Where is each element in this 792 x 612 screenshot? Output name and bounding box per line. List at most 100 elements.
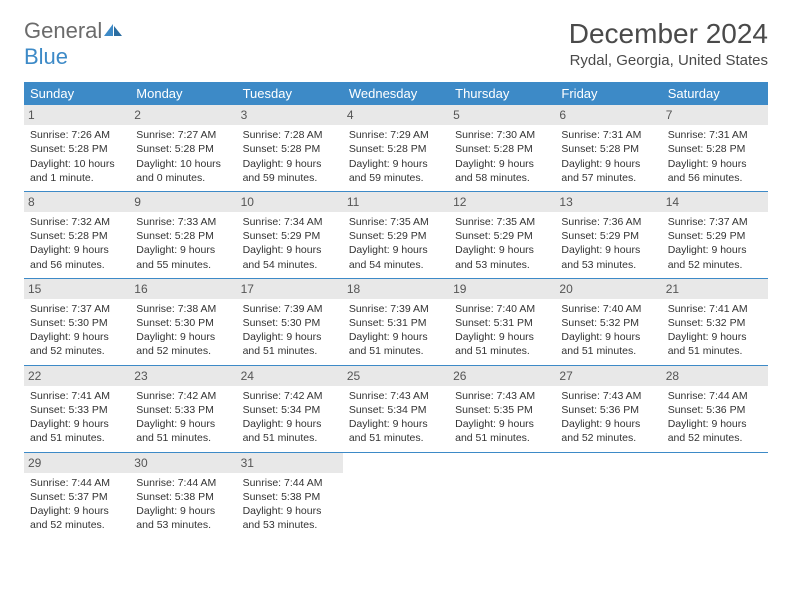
calendar-day-cell: 19Sunrise: 7:40 AMSunset: 5:31 PMDayligh…	[449, 278, 555, 365]
calendar-day-cell: 16Sunrise: 7:38 AMSunset: 5:30 PMDayligh…	[130, 278, 236, 365]
calendar-day-cell: 22Sunrise: 7:41 AMSunset: 5:33 PMDayligh…	[24, 365, 130, 452]
sunset-text: Sunset: 5:38 PM	[243, 490, 337, 504]
day-number: 11	[343, 192, 449, 212]
daylight-text: Daylight: 9 hours and 51 minutes.	[243, 330, 337, 358]
sunrise-text: Sunrise: 7:31 AM	[668, 128, 762, 142]
sunset-text: Sunset: 5:28 PM	[349, 142, 443, 156]
sunrise-text: Sunrise: 7:26 AM	[30, 128, 124, 142]
logo-blue-text: Blue	[24, 44, 68, 69]
daylight-text: Daylight: 9 hours and 51 minutes.	[136, 417, 230, 445]
daylight-text: Daylight: 9 hours and 52 minutes.	[30, 330, 124, 358]
calendar-week-row: 1Sunrise: 7:26 AMSunset: 5:28 PMDaylight…	[24, 105, 768, 191]
calendar-day-cell: 12Sunrise: 7:35 AMSunset: 5:29 PMDayligh…	[449, 191, 555, 278]
calendar-week-row: 8Sunrise: 7:32 AMSunset: 5:28 PMDaylight…	[24, 191, 768, 278]
calendar-day-cell: 7Sunrise: 7:31 AMSunset: 5:28 PMDaylight…	[662, 105, 768, 191]
weekday-header: Sunday	[24, 82, 130, 105]
sunset-text: Sunset: 5:31 PM	[455, 316, 549, 330]
calendar-week-row: 15Sunrise: 7:37 AMSunset: 5:30 PMDayligh…	[24, 278, 768, 365]
day-number: 26	[449, 366, 555, 386]
sunrise-text: Sunrise: 7:43 AM	[455, 389, 549, 403]
sunrise-text: Sunrise: 7:33 AM	[136, 215, 230, 229]
calendar-day-cell: 31 Sunrise: 7:44 AMSunset: 5:38 PMDayligh…	[237, 452, 343, 538]
daylight-text: Daylight: 9 hours and 58 minutes.	[455, 157, 549, 185]
daylight-text: Daylight: 10 hours and 1 minute.	[30, 157, 124, 185]
daylight-text: Daylight: 9 hours and 52 minutes.	[668, 417, 762, 445]
calendar-day-cell: .	[662, 452, 768, 538]
day-number: 21	[662, 279, 768, 299]
day-number: 7	[662, 105, 768, 125]
daylight-text: Daylight: 9 hours and 56 minutes.	[668, 157, 762, 185]
weekday-header: Friday	[555, 82, 661, 105]
sunset-text: Sunset: 5:29 PM	[349, 229, 443, 243]
daylight-text: Daylight: 9 hours and 57 minutes.	[561, 157, 655, 185]
day-number: 17	[237, 279, 343, 299]
daylight-text: Daylight: 9 hours and 52 minutes.	[668, 243, 762, 271]
calendar-day-cell: 20Sunrise: 7:40 AMSunset: 5:32 PMDayligh…	[555, 278, 661, 365]
calendar-day-cell: 25 Sunrise: 7:43 AMSunset: 5:34 PMDayligh…	[343, 365, 449, 452]
sunrise-text: Sunrise: 7:37 AM	[30, 302, 124, 316]
sunset-text: Sunset: 5:28 PM	[243, 142, 337, 156]
calendar-day-cell: 3Sunrise: 7:28 AMSunset: 5:28 PMDaylight…	[237, 105, 343, 191]
calendar-day-cell: 6Sunrise: 7:31 AMSunset: 5:28 PMDaylight…	[555, 105, 661, 191]
daylight-text: Daylight: 9 hours and 53 minutes.	[243, 504, 337, 532]
day-number: 3	[237, 105, 343, 125]
daylight-text: Daylight: 9 hours and 52 minutes.	[561, 417, 655, 445]
sunset-text: Sunset: 5:28 PM	[561, 142, 655, 156]
sunrise-text: Sunrise: 7:35 AM	[455, 215, 549, 229]
day-number: 2	[130, 105, 236, 125]
sunset-text: Sunset: 5:33 PM	[136, 403, 230, 417]
sunset-text: Sunset: 5:34 PM	[349, 403, 443, 417]
sunset-text: Sunset: 5:29 PM	[561, 229, 655, 243]
calendar-day-cell: 14Sunrise: 7:37 AMSunset: 5:29 PMDayligh…	[662, 191, 768, 278]
daylight-text: Daylight: 9 hours and 51 minutes.	[455, 417, 549, 445]
calendar-day-cell: 24Sunrise: 7:42 AMSunset: 5:34 PMDayligh…	[237, 365, 343, 452]
sunrise-text: Sunrise: 7:36 AM	[561, 215, 655, 229]
day-number: 19	[449, 279, 555, 299]
daylight-text: Daylight: 9 hours and 59 minutes.	[349, 157, 443, 185]
sunrise-text: Sunrise: 7:29 AM	[349, 128, 443, 142]
calendar-day-cell: .	[343, 452, 449, 538]
sunrise-text: Sunrise: 7:41 AM	[668, 302, 762, 316]
daylight-text: Daylight: 9 hours and 52 minutes.	[30, 504, 124, 532]
sunrise-text: Sunrise: 7:43 AM	[561, 389, 655, 403]
calendar-day-cell: 2Sunrise: 7:27 AMSunset: 5:28 PMDaylight…	[130, 105, 236, 191]
sunset-text: Sunset: 5:32 PM	[668, 316, 762, 330]
calendar-day-cell: 1Sunrise: 7:26 AMSunset: 5:28 PMDaylight…	[24, 105, 130, 191]
day-number: 25	[343, 366, 449, 386]
daylight-text: Daylight: 9 hours and 51 minutes.	[349, 330, 443, 358]
sunrise-text: Sunrise: 7:39 AM	[349, 302, 443, 316]
sunrise-text: Sunrise: 7:42 AM	[243, 389, 337, 403]
daylight-text: Daylight: 9 hours and 51 minutes.	[561, 330, 655, 358]
daylight-text: Daylight: 9 hours and 55 minutes.	[136, 243, 230, 271]
sunset-text: Sunset: 5:29 PM	[455, 229, 549, 243]
calendar-day-cell: 26Sunrise: 7:43 AMSunset: 5:35 PMDayligh…	[449, 365, 555, 452]
day-number: 5	[449, 105, 555, 125]
daylight-text: Daylight: 9 hours and 51 minutes.	[349, 417, 443, 445]
sunrise-text: Sunrise: 7:44 AM	[243, 476, 337, 490]
calendar-day-cell: 10Sunrise: 7:34 AMSunset: 5:29 PMDayligh…	[237, 191, 343, 278]
sunset-text: Sunset: 5:30 PM	[30, 316, 124, 330]
calendar-day-cell: 30Sunrise: 7:44 AMSunset: 5:38 PMDayligh…	[130, 452, 236, 538]
daylight-text: Daylight: 9 hours and 54 minutes.	[349, 243, 443, 271]
calendar-week-row: 22Sunrise: 7:41 AMSunset: 5:33 PMDayligh…	[24, 365, 768, 452]
sunrise-text: Sunrise: 7:37 AM	[668, 215, 762, 229]
day-number: 24	[237, 366, 343, 386]
calendar-week-row: 29Sunrise: 7:44 AMSunset: 5:37 PMDayligh…	[24, 452, 768, 538]
day-number: 27	[555, 366, 661, 386]
day-number: 9	[130, 192, 236, 212]
sunset-text: Sunset: 5:29 PM	[243, 229, 337, 243]
calendar-day-cell: 28Sunrise: 7:44 AMSunset: 5:36 PMDayligh…	[662, 365, 768, 452]
sunset-text: Sunset: 5:37 PM	[30, 490, 124, 504]
header: General Blue December 2024 Rydal, Georgi…	[24, 18, 768, 70]
day-number: 13	[555, 192, 661, 212]
sunrise-text: Sunrise: 7:35 AM	[349, 215, 443, 229]
sunrise-text: Sunrise: 7:43 AM	[349, 389, 443, 403]
sunrise-text: Sunrise: 7:30 AM	[455, 128, 549, 142]
calendar-day-cell: 18Sunrise: 7:39 AMSunset: 5:31 PMDayligh…	[343, 278, 449, 365]
day-number: 31	[237, 453, 343, 473]
calendar-day-cell: 15Sunrise: 7:37 AMSunset: 5:30 PMDayligh…	[24, 278, 130, 365]
sunset-text: Sunset: 5:36 PM	[668, 403, 762, 417]
sunrise-text: Sunrise: 7:31 AM	[561, 128, 655, 142]
daylight-text: Daylight: 9 hours and 53 minutes.	[136, 504, 230, 532]
calendar-day-cell: 11 Sunrise: 7:35 AMSunset: 5:29 PMDayligh…	[343, 191, 449, 278]
